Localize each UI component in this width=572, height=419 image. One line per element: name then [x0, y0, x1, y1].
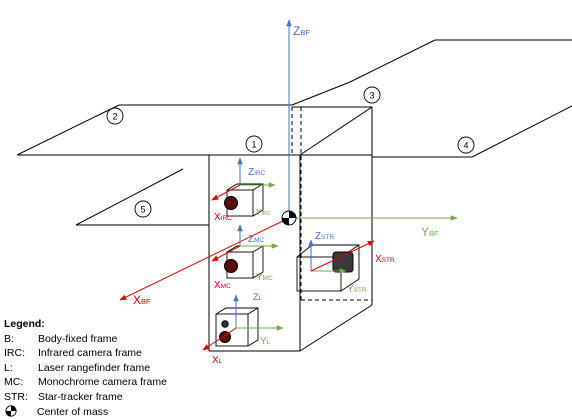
- legend-key: STR:: [4, 390, 28, 403]
- legend: Legend: B: Body-fixed frame IRC: Infrared …: [4, 317, 167, 419]
- center-of-mass-legend-icon: [5, 404, 17, 417]
- panel-number-5: 5: [140, 205, 145, 215]
- legend-desc: Center of mass: [37, 405, 109, 418]
- legend-key: MC:: [4, 376, 24, 389]
- solar-panel-plane: [16, 39, 572, 226]
- label-x-irc: XIRC: [214, 212, 232, 223]
- infrared-lens-icon: [224, 196, 238, 210]
- legend-item-monochrome: MC: Monochrome camera frame: [4, 375, 167, 390]
- label-z-mc: ZMC: [248, 234, 265, 245]
- label-x-l: XL: [212, 355, 223, 366]
- laser-rangefinder-box: [215, 307, 259, 347]
- panel-number-4: 4: [463, 141, 468, 151]
- legend-key: L:: [4, 361, 13, 374]
- label-y-bf: YBF: [421, 225, 439, 239]
- label-z-irc: ZIRC: [248, 167, 266, 178]
- x-bf-axis: [119, 217, 290, 301]
- panel-number-4-circle: [457, 136, 475, 154]
- panel-number-2-circle: [106, 107, 124, 125]
- label-y-mc: YMC: [256, 272, 273, 283]
- star-tracker-lens-icon: [332, 251, 354, 273]
- legend-item-body-fixed: B: Body-fixed frame: [4, 332, 167, 347]
- label-y-irc: YIRC: [256, 208, 271, 217]
- legend-desc: Infrared camera frame: [38, 347, 142, 360]
- x-str-axis: [310, 240, 375, 272]
- legend-desc: Star-tracker frame: [38, 390, 123, 403]
- laser-receiver-icon: [219, 331, 231, 343]
- legend-desc: Laser rangefinder frame: [38, 361, 151, 374]
- legend-key: B:: [4, 332, 14, 345]
- panel-number-1-circle: [245, 135, 263, 153]
- laser-emitter-icon: [221, 320, 229, 328]
- spacecraft-bus: [208, 106, 373, 352]
- legend-item-infrared: IRC: Infrared camera frame: [4, 346, 167, 361]
- legend-item-star-tracker: STR: Star-tracker frame: [4, 390, 167, 405]
- panel-number-2: 2: [112, 112, 117, 122]
- label-y-l: YL: [260, 336, 271, 347]
- label-x-bf: XBF: [133, 293, 151, 307]
- center-of-mass-icon: [281, 210, 297, 226]
- legend-item-laser: L: Laser rangefinder frame: [4, 361, 167, 376]
- legend-desc: Body-fixed frame: [38, 332, 118, 345]
- panel-number-3: 3: [369, 91, 374, 101]
- monochrome-lens-icon: [224, 259, 238, 273]
- legend-item-center-of-mass: Center of mass: [4, 404, 167, 419]
- x-mc-axis: [211, 245, 241, 262]
- x-irc-axis: [211, 184, 241, 201]
- panel-number-1: 1: [251, 140, 256, 150]
- label-z-l: ZL: [253, 292, 263, 302]
- label-y-str: YSTR: [347, 284, 367, 295]
- legend-desc: Monochrome camera frame: [38, 376, 167, 389]
- x-l-axis: [202, 327, 237, 351]
- label-x-mc: XMC: [214, 280, 231, 291]
- panel-number-3-circle: [363, 86, 381, 104]
- label-z-bf: ZBF: [293, 24, 310, 38]
- legend-title: Legend:: [4, 318, 45, 330]
- label-x-str: XSTR: [375, 254, 395, 265]
- panel-number-5-circle: [134, 200, 152, 218]
- legend-key: IRC:: [4, 347, 25, 360]
- label-z-str: ZSTR: [315, 231, 334, 242]
